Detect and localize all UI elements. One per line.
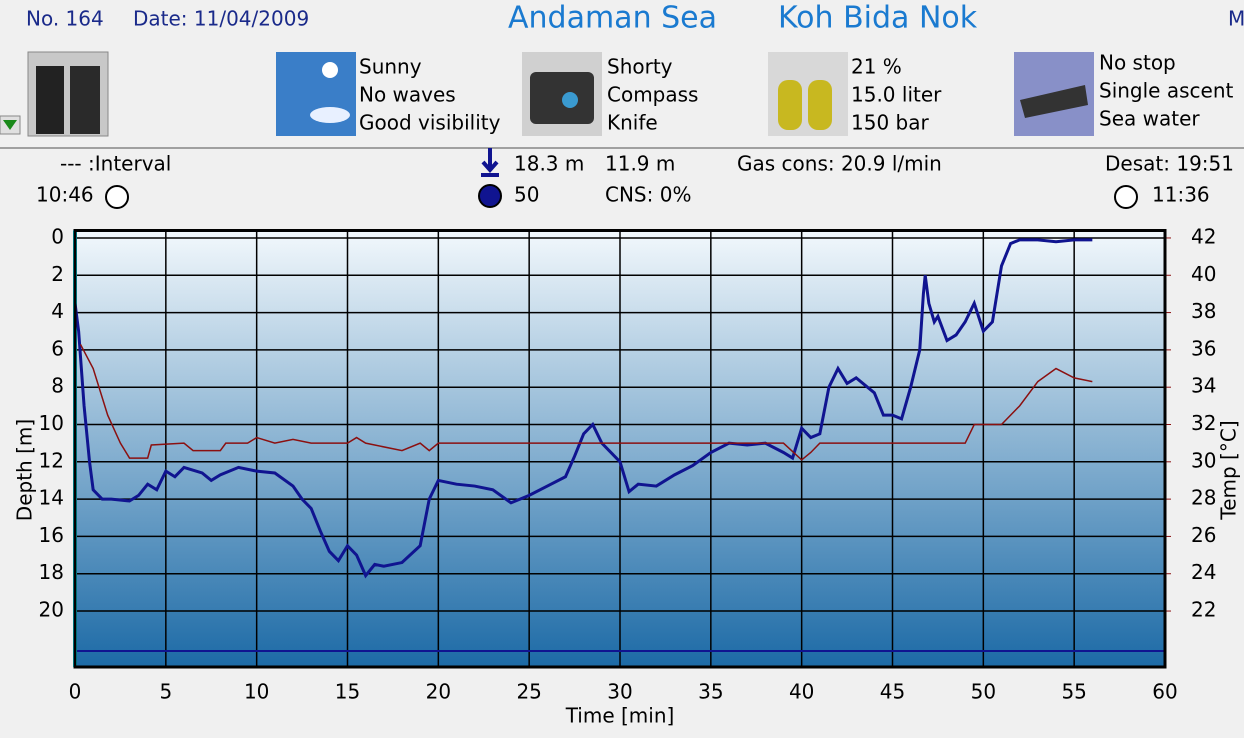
panel-line: Good visibility: [359, 111, 501, 135]
y-tick-label: 10: [39, 411, 64, 435]
y-tick-label: 18: [39, 560, 64, 584]
y2-tick-label: 28: [1191, 486, 1216, 510]
panel-line: No waves: [359, 83, 456, 107]
weather-icon[interactable]: [276, 52, 356, 136]
y-tick-label: 20: [39, 598, 64, 622]
panel-line: 150 bar: [851, 111, 929, 135]
y2-tick-label: 30: [1191, 448, 1216, 472]
y-tick-label: 2: [51, 262, 64, 286]
duration: 50: [514, 183, 539, 207]
site: Koh Bida Nok: [778, 1, 978, 36]
gas-consumption: Gas cons: 20.9 l/min: [737, 152, 942, 176]
x-tick-label: 50: [971, 680, 996, 704]
y2-tick-label: 38: [1191, 299, 1216, 323]
panel-line: Shorty: [607, 55, 673, 79]
panel-line: Single ascent: [1099, 79, 1233, 103]
y2-tick-label: 34: [1191, 374, 1216, 398]
panel-line: Knife: [607, 111, 658, 135]
x-tick-label: 40: [789, 680, 814, 704]
panel-line: No stop: [1099, 51, 1176, 75]
x-tick-label: 45: [880, 680, 905, 704]
y-tick-label: 14: [39, 486, 64, 510]
x-tick-label: 10: [244, 680, 269, 704]
desaturation: Desat: 19:51: [1105, 152, 1234, 176]
plot-border: [73, 229, 1167, 669]
y2-tick-label: 24: [1191, 560, 1216, 584]
dive-date: Date: 11/04/2009: [133, 7, 309, 31]
panel-line: 21 %: [851, 55, 902, 79]
panel-line: Compass: [607, 83, 698, 107]
y-tick-label: 6: [51, 336, 64, 360]
y-axis-label: Depth [m]: [13, 419, 37, 521]
dive-number: No. 164: [26, 7, 104, 31]
y-tick-label: 16: [39, 523, 64, 547]
y2-tick-label: 26: [1191, 523, 1216, 547]
max-depth: 18.3 m: [514, 152, 584, 176]
x-tick-label: 20: [426, 680, 451, 704]
y2-tick-label: 36: [1191, 336, 1216, 360]
panel-line: 15.0 liter: [851, 83, 942, 107]
interval: --- :Interval: [60, 152, 171, 176]
y-tick-label: 0: [51, 224, 64, 248]
x-tick-label: 15: [335, 680, 360, 704]
y2-tick-label: 22: [1191, 598, 1216, 622]
y-tick-label: 4: [51, 299, 64, 323]
x-tick-label: 5: [159, 680, 172, 704]
exit-time: 11:36: [1152, 183, 1210, 207]
x-tick-label: 35: [698, 680, 723, 704]
x-axis-label: Time [min]: [565, 704, 675, 728]
series-line: [73, 238, 1093, 579]
panel-line: Sea water: [1099, 107, 1200, 131]
x-tick-label: 30: [607, 680, 632, 704]
y2-tick-label: 40: [1191, 262, 1216, 286]
location: Andaman Sea: [508, 1, 717, 36]
y-tick-label: 12: [39, 448, 64, 472]
y2-tick-label: 42: [1191, 224, 1216, 248]
x-tick-label: 60: [1152, 680, 1177, 704]
x-tick-label: 55: [1061, 680, 1086, 704]
cns: CNS: 0%: [605, 183, 691, 207]
panel-line: Sunny: [359, 55, 422, 79]
x-tick-label: 25: [516, 680, 541, 704]
cut-text: M: [1228, 7, 1244, 31]
icons: [0, 51, 1244, 209]
y2-axis-label: Temp [°C]: [1217, 420, 1241, 520]
y-tick-label: 8: [51, 374, 64, 398]
y2-tick-label: 32: [1191, 411, 1216, 435]
x-tick-label: 0: [69, 680, 82, 704]
entry-time: 10:46: [36, 183, 94, 207]
avg-depth: 11.9 m: [605, 152, 675, 176]
series-line: [79, 343, 1093, 461]
